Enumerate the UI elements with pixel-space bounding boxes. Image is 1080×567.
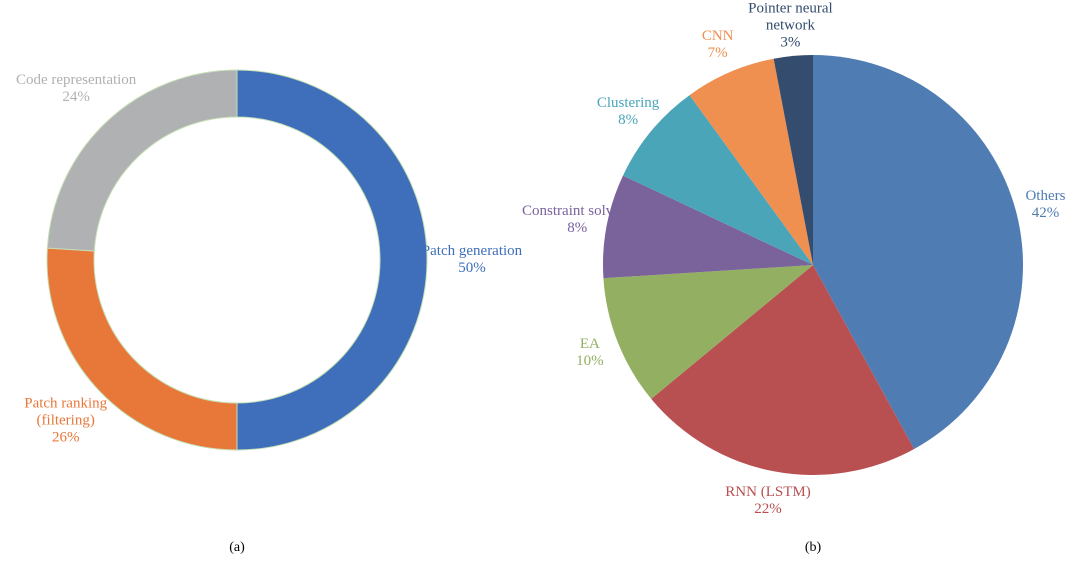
value-label: 50%: [458, 260, 486, 276]
slice-label: Patch ranking (filtering) 26%: [1, 395, 131, 446]
slice-label: RNN (LSTM) 22%: [703, 484, 833, 518]
category-label: RNN (LSTM): [725, 483, 811, 500]
value-label: 26%: [51, 429, 80, 446]
value-label: 3%: [780, 34, 801, 51]
slice-label: Code representation 24%: [11, 72, 141, 106]
category-label: CNN: [701, 27, 734, 44]
value-label: 22%: [754, 500, 782, 517]
value-label: 7%: [707, 44, 728, 61]
value-label: 8%: [618, 112, 639, 129]
category-label: Pointer neural network: [748, 0, 833, 34]
slice: [622, 95, 813, 265]
slice-label: EA 10%: [525, 336, 655, 370]
value-label: 10%: [576, 353, 604, 370]
slice: [689, 58, 813, 265]
slice: [813, 55, 1024, 450]
slice-label: Others 42%: [980, 188, 1080, 222]
slice-label: Clustering 8%: [563, 95, 693, 129]
caption: (a): [229, 540, 245, 555]
slice-label: CNN 7%: [653, 28, 783, 62]
category-label: Constraint solving: [522, 203, 633, 220]
slice: [651, 265, 915, 476]
value-label: 8%: [567, 220, 588, 237]
slice: [773, 55, 813, 265]
value-label: 42%: [1031, 205, 1060, 222]
category-label: Code representation: [15, 71, 137, 88]
slice: [603, 265, 813, 399]
slice: [236, 69, 428, 451]
slice-label: Constraint solving 8%: [512, 203, 642, 237]
slice: [603, 175, 813, 279]
slice-label: Patch generation 50%: [407, 243, 537, 277]
slice: [46, 69, 238, 252]
category-label: Patch ranking (filtering): [24, 395, 108, 429]
category-label: EA: [579, 336, 600, 353]
caption: (b): [804, 540, 822, 555]
slice-label: Pointer neural network 3%: [725, 1, 855, 52]
category-label: Patch generation: [421, 243, 523, 259]
category-label: Others: [1025, 188, 1066, 205]
category-label: Clustering: [596, 95, 660, 112]
value-label: 24%: [62, 88, 90, 105]
